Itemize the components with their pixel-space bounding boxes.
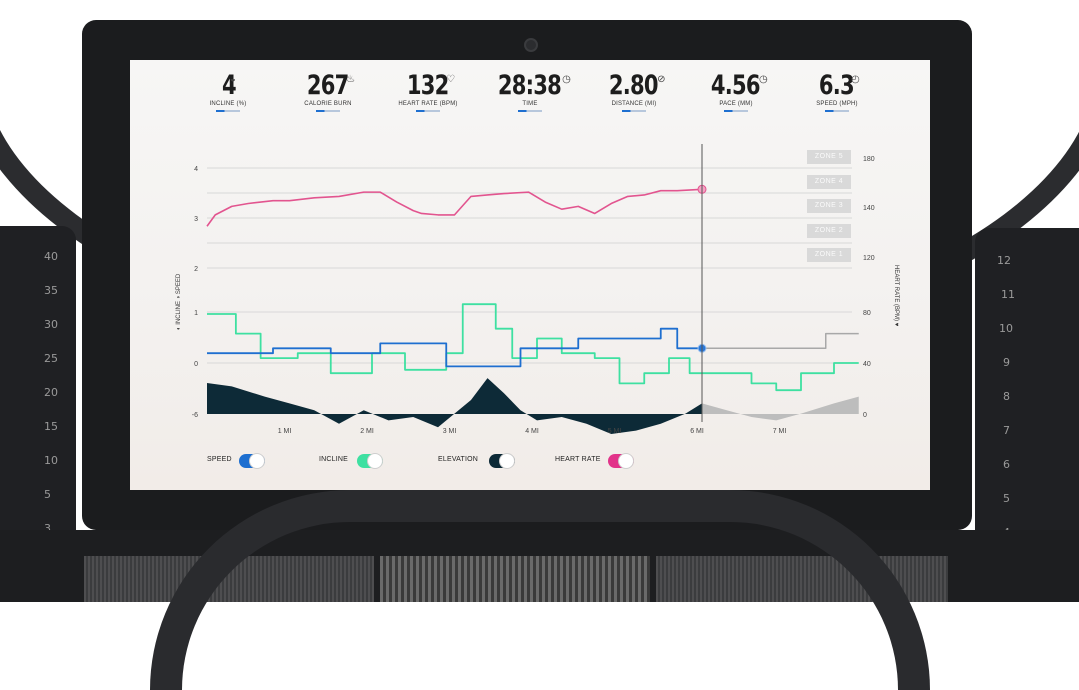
metric-label: INCLINE (%) <box>209 101 247 107</box>
incline-mark: 5 <box>1003 492 1010 505</box>
speed-mark: 30 <box>44 318 58 331</box>
incline-mark: 6 <box>1003 458 1010 471</box>
incline-mark: 10 <box>999 322 1013 335</box>
legend-label: ELEVATION <box>438 456 479 463</box>
x-tick-label: 1 MI <box>278 428 292 435</box>
x-tick-label: 6 MI <box>690 428 704 435</box>
speed-line <box>207 327 702 368</box>
legend-label: SPEED <box>207 456 232 463</box>
flame-icon: ♨ <box>346 74 356 85</box>
zone-4-button[interactable]: ZONE 4 <box>807 175 851 189</box>
touchscreen: 4◒ INCLINE (%) 267♨ CALORIE BURN 132♡ HE… <box>130 60 930 490</box>
legend-label: HEART RATE <box>555 456 601 463</box>
y2-tick-label: 140 <box>863 205 875 212</box>
zone-1-button[interactable]: ZONE 1 <box>807 248 851 262</box>
heart-icon: ♡ <box>446 74 456 85</box>
metric-indicator <box>825 110 849 112</box>
metric-value: 132 <box>406 70 449 101</box>
metric-label: HEART RATE (BPM) <box>398 101 458 107</box>
y-tick-label: 2 <box>194 266 198 273</box>
y2-tick-label: 0 <box>863 412 867 419</box>
zone-2-button[interactable]: ZONE 2 <box>807 224 851 238</box>
x-tick-label: 2 MI <box>360 428 374 435</box>
y-tick-label: -6 <box>192 412 198 419</box>
metric-indicator <box>416 110 440 112</box>
y2-tick-label: 40 <box>863 361 871 368</box>
metric-incline: 4◒ INCLINE (%) <box>173 70 283 112</box>
incline-icon: ◒ <box>229 74 236 85</box>
y-tick-label: 0 <box>194 361 198 368</box>
x-tick-label: 7 MI <box>773 428 787 435</box>
elevation-toggle[interactable] <box>489 453 515 469</box>
x-tick-label: 3 MI <box>443 428 457 435</box>
incline-line <box>207 303 859 392</box>
metric-speed: 6.3◴ SPEED (MPH) <box>782 70 892 112</box>
workout-chart[interactable]: 4 3 2 1 0 -6 180 140 120 80 40 0 1 MI 2 MI 3 MI 4 MI 5 M… <box>130 60 930 490</box>
handlebar <box>150 490 930 690</box>
y2-tick-label: 80 <box>863 310 871 317</box>
metric-indicator <box>622 110 646 112</box>
x-tick-label: 5 MI <box>608 428 622 435</box>
stopwatch-icon: ◷ <box>562 74 571 85</box>
metric-value: 4 <box>222 70 237 101</box>
metric-label: CALORIE BURN <box>304 101 352 107</box>
x-tick-label: 4 MI <box>525 428 539 435</box>
speedometer-icon: ◴ <box>851 74 860 85</box>
y-tick-label: 1 <box>194 310 198 317</box>
heart-rate-line <box>206 188 703 227</box>
speed-mark: 15 <box>44 420 58 433</box>
metric-label: DISTANCE (MI) <box>611 101 657 107</box>
incline-mark: 7 <box>1003 424 1010 437</box>
speed-mark: 25 <box>44 352 58 365</box>
legend-label: INCLINE <box>319 456 349 463</box>
camera-icon <box>524 38 538 52</box>
metric-label: SPEED (MPH) <box>816 101 858 107</box>
left-axis-title: ◐ INCLINE ◑ SPEED <box>176 273 182 330</box>
right-axis-title: HEART RATE (BPM) ♥ <box>893 265 899 327</box>
incline-mark: 9 <box>1003 356 1010 369</box>
elevation-area <box>207 378 702 434</box>
metric-distance: 2.80⊘ DISTANCE (MI) <box>579 70 689 112</box>
y2-tick-label: 180 <box>863 156 875 163</box>
metric-indicator <box>216 110 240 112</box>
speed-mark: 20 <box>44 386 58 399</box>
speed-mark: 10 <box>44 454 58 467</box>
metric-indicator <box>724 110 748 112</box>
speed-toggle[interactable] <box>239 453 265 469</box>
metric-pace: 4.56◷ PACE (MM) <box>681 70 791 112</box>
zone-5-button[interactable]: ZONE 5 <box>807 150 851 164</box>
metric-indicator <box>316 110 340 112</box>
incline-mark: 12 <box>997 254 1011 267</box>
zone-3-button[interactable]: ZONE 3 <box>807 199 851 213</box>
metric-heart-rate: 132♡ HEART RATE (BPM) <box>373 70 483 112</box>
pace-icon: ◷ <box>758 74 768 85</box>
metric-value: 267 <box>306 70 349 101</box>
metric-value: 6.3 <box>819 70 855 101</box>
metrics-bar: 4◒ INCLINE (%) 267♨ CALORIE BURN 132♡ HE… <box>130 70 930 130</box>
heart-rate-toggle[interactable] <box>608 453 634 469</box>
metric-label: TIME <box>522 101 538 107</box>
metric-value: 28:38 <box>498 70 562 101</box>
speed-mark: 35 <box>44 284 58 297</box>
speed-projected-line <box>702 332 859 350</box>
metric-calorie-burn: 267♨ CALORIE BURN <box>273 70 383 112</box>
incline-toggle[interactable] <box>357 453 383 469</box>
metric-label: PACE (MM) <box>719 101 753 107</box>
metric-value: 2.80 <box>609 70 659 101</box>
distance-icon: ⊘ <box>657 74 666 85</box>
speed-mark: 3 <box>44 522 51 535</box>
elevation-projected-area <box>702 396 859 421</box>
incline-mark: 8 <box>1003 390 1010 403</box>
incline-mark: 11 <box>1001 288 1015 301</box>
y2-tick-label: 120 <box>863 255 875 262</box>
speed-mark: 40 <box>44 250 58 263</box>
y-tick-label: 4 <box>194 166 198 173</box>
metric-indicator <box>518 110 542 112</box>
y-tick-label: 3 <box>194 216 198 223</box>
metric-value: 4.56 <box>711 70 761 101</box>
metric-time: 28:38◷ TIME <box>475 70 585 112</box>
speed-mark: 5 <box>44 488 51 501</box>
